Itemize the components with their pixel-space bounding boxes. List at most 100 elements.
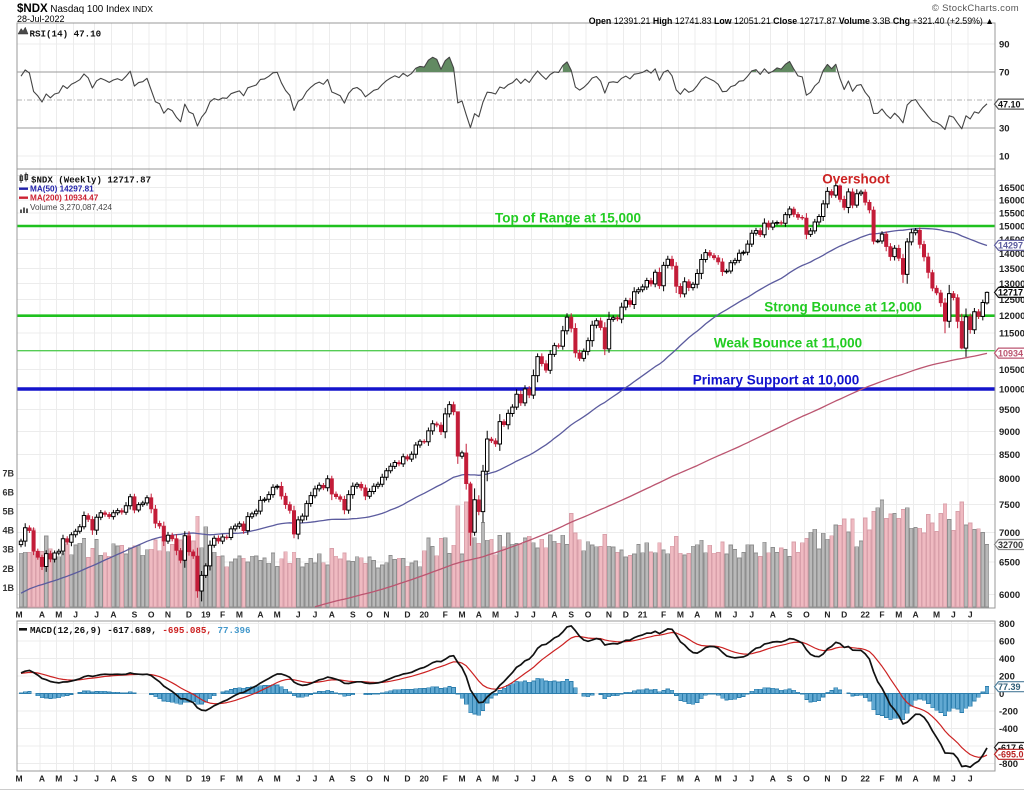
svg-text:13500: 13500: [999, 264, 1024, 275]
svg-text:J: J: [296, 774, 301, 784]
svg-text:J: J: [951, 610, 956, 620]
svg-text:M: M: [933, 610, 940, 620]
svg-text:12000: 12000: [999, 311, 1024, 322]
svg-text:S: S: [568, 610, 574, 620]
svg-text:70: 70: [999, 68, 1010, 79]
svg-text:D: D: [404, 774, 410, 784]
svg-text:Strong Bounce at 12,000: Strong Bounce at 12,000: [764, 300, 922, 315]
svg-text:7B: 7B: [2, 468, 14, 478]
svg-text:S: S: [132, 610, 138, 620]
svg-text:M: M: [55, 610, 62, 620]
svg-text:A: A: [39, 774, 45, 784]
svg-text:J: J: [94, 774, 99, 784]
svg-text:19: 19: [201, 774, 211, 784]
svg-text:F: F: [879, 774, 884, 784]
svg-text:12717: 12717: [998, 288, 1023, 298]
svg-text:10000: 10000: [999, 385, 1024, 396]
svg-text:14297: 14297: [998, 241, 1023, 251]
svg-text:M: M: [715, 610, 722, 620]
svg-text:S: S: [132, 774, 138, 784]
svg-text:10: 10: [999, 152, 1010, 163]
svg-text:15000: 15000: [999, 222, 1024, 233]
svg-text:A: A: [694, 774, 700, 784]
svg-text:6000: 6000: [999, 590, 1020, 601]
svg-text:J: J: [531, 610, 536, 620]
svg-text:7000: 7000: [999, 528, 1020, 539]
svg-text:9500: 9500: [999, 405, 1020, 416]
svg-text:-617.6: -617.6: [998, 743, 1024, 753]
svg-text:J: J: [733, 774, 738, 784]
svg-text:J: J: [749, 774, 754, 784]
svg-text:M: M: [492, 774, 499, 784]
svg-text:0: 0: [999, 689, 1004, 700]
svg-text:4B: 4B: [2, 526, 14, 536]
svg-text:M: M: [15, 774, 22, 784]
svg-text:M: M: [458, 610, 465, 620]
svg-text:9000: 9000: [999, 427, 1020, 438]
svg-text:M: M: [55, 774, 62, 784]
svg-text:J: J: [313, 610, 318, 620]
svg-text:O: O: [803, 610, 810, 620]
svg-text:S: S: [350, 774, 356, 784]
svg-text:M: M: [933, 774, 940, 784]
svg-text:77.39: 77.39: [998, 682, 1021, 692]
svg-text:A: A: [770, 774, 776, 784]
svg-text:D: D: [841, 774, 847, 784]
svg-text:O: O: [148, 610, 155, 620]
svg-text:D: D: [623, 610, 629, 620]
svg-text:O: O: [585, 774, 592, 784]
svg-text:30: 30: [999, 124, 1010, 135]
svg-text:21: 21: [638, 610, 648, 620]
svg-text:A: A: [551, 774, 557, 784]
svg-text:47.10: 47.10: [998, 99, 1021, 109]
svg-text:A: A: [913, 774, 919, 784]
svg-text:N: N: [824, 610, 830, 620]
svg-text:20: 20: [419, 774, 429, 784]
svg-text:6500: 6500: [999, 558, 1020, 569]
svg-text:J: J: [514, 610, 519, 620]
svg-text:A: A: [329, 774, 335, 784]
svg-text:M: M: [492, 610, 499, 620]
svg-text:M: M: [274, 610, 281, 620]
svg-text:14000: 14000: [999, 249, 1024, 260]
svg-text:800: 800: [999, 619, 1015, 630]
svg-text:D: D: [186, 610, 192, 620]
svg-text:N: N: [383, 774, 389, 784]
svg-text:6B: 6B: [2, 487, 14, 497]
svg-text:F: F: [879, 610, 884, 620]
svg-text:J: J: [73, 774, 78, 784]
svg-text:J: J: [313, 774, 318, 784]
svg-text:MA(200) 10934.47: MA(200) 10934.47: [30, 194, 99, 203]
svg-text:32700: 32700: [998, 540, 1023, 550]
svg-text:M: M: [895, 774, 902, 784]
svg-text:A: A: [476, 610, 482, 620]
svg-text:M: M: [236, 774, 243, 784]
svg-text:F: F: [443, 774, 448, 784]
svg-text:A: A: [257, 610, 263, 620]
svg-text:O: O: [366, 610, 373, 620]
svg-text:7500: 7500: [999, 500, 1020, 511]
svg-text:$NDX (Weekly) 12717.87: $NDX (Weekly) 12717.87: [31, 175, 151, 186]
svg-text:15500: 15500: [999, 208, 1024, 219]
svg-text:MACD(12,26,9) -617.689, -695.0: MACD(12,26,9) -617.689, -695.085, 77.396: [30, 625, 251, 636]
svg-text:-695.0: -695.0: [998, 750, 1024, 760]
svg-text:A: A: [257, 774, 263, 784]
svg-text:N: N: [165, 610, 171, 620]
svg-text:N: N: [824, 774, 830, 784]
svg-text:J: J: [73, 610, 78, 620]
svg-text:Primary Support at 10,000: Primary Support at 10,000: [693, 373, 860, 388]
svg-text:Weak Bounce at 11,000: Weak Bounce at 11,000: [714, 336, 862, 351]
svg-text:A: A: [694, 610, 700, 620]
svg-text:M: M: [15, 610, 22, 620]
svg-text:20: 20: [419, 610, 429, 620]
svg-text:22: 22: [860, 610, 870, 620]
svg-text:MA(50) 14297.81: MA(50) 14297.81: [30, 185, 94, 194]
svg-text:-200: -200: [999, 707, 1018, 718]
svg-text:D: D: [404, 610, 410, 620]
svg-text:A: A: [329, 610, 335, 620]
svg-text:F: F: [220, 774, 225, 784]
svg-text:N: N: [383, 610, 389, 620]
svg-text:400: 400: [999, 654, 1015, 665]
svg-text:S: S: [350, 610, 356, 620]
svg-text:16000: 16000: [999, 196, 1024, 207]
